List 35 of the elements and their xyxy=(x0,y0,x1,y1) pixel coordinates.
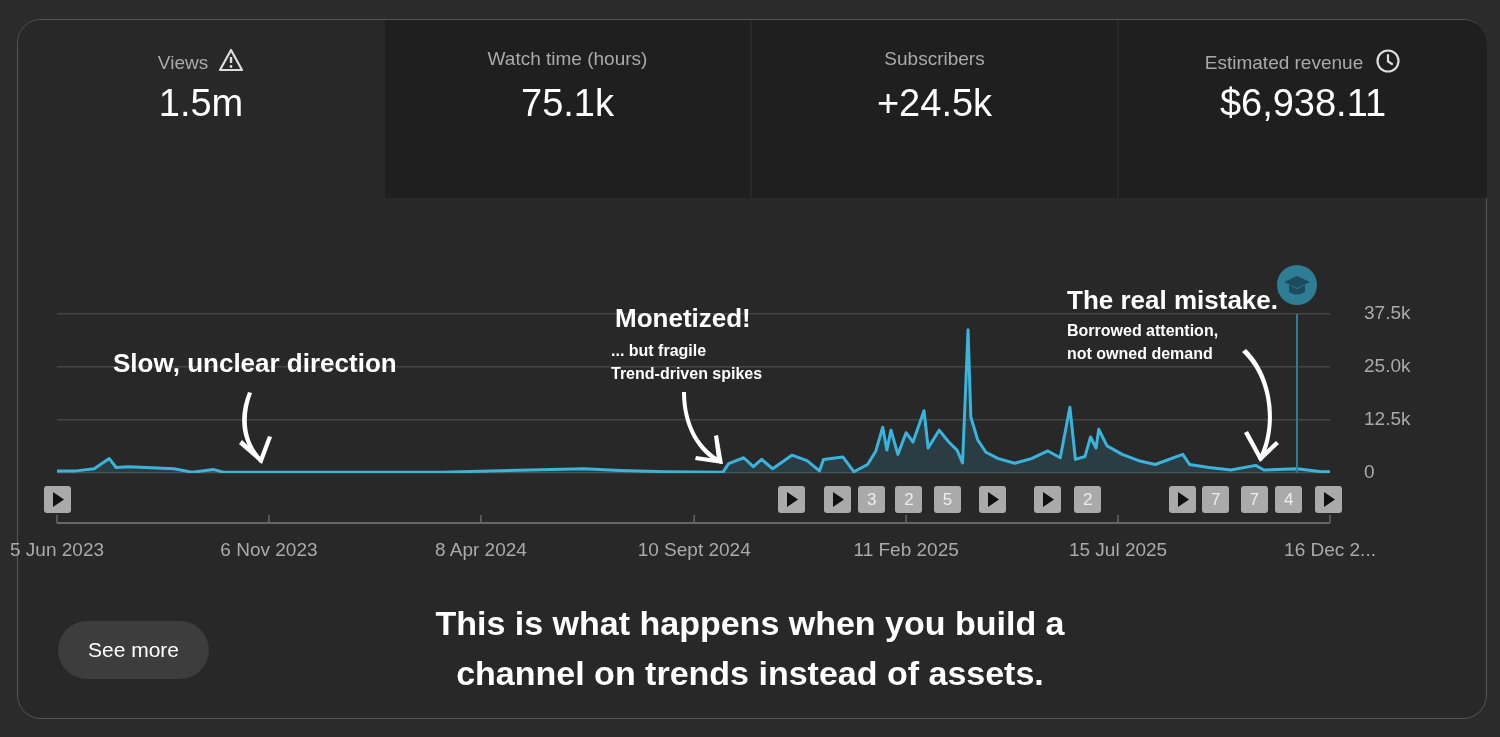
annotation: Slow, unclear direction xyxy=(113,348,397,379)
text: Views xyxy=(157,52,209,73)
text: +24.5k xyxy=(875,82,994,125)
x-tick-label: 16 Dec 2... xyxy=(1284,538,1376,560)
y-tick-label: 25.0k xyxy=(1364,355,1411,377)
x-tick-label: 10 Sept 2024 xyxy=(637,538,752,560)
text: 2 xyxy=(1074,486,1102,513)
text: Subscribers xyxy=(884,48,985,69)
text: 1.5m xyxy=(157,82,245,125)
text: 4 xyxy=(1275,486,1303,513)
x-tick-label: 11 Feb 2025 xyxy=(853,538,959,560)
y-tick-label: 0 xyxy=(1364,461,1375,483)
text: 2 xyxy=(895,486,923,513)
annotation: The real mistake. xyxy=(1067,285,1278,316)
text: $6,938.11 xyxy=(1218,82,1388,125)
text: 7 xyxy=(1202,486,1230,513)
annotation: Monetized! xyxy=(615,303,751,334)
annotation: not owned demand xyxy=(1067,345,1213,363)
y-tick-label: 37.5k xyxy=(1364,302,1411,324)
x-tick-label: 15 Jul 2025 xyxy=(1068,538,1168,560)
text: 5 xyxy=(933,486,961,513)
x-tick-label: 6 Nov 2023 xyxy=(220,538,318,560)
text: 75.1k xyxy=(520,82,615,125)
text: Watch time (hours) xyxy=(487,48,648,69)
annotation: ... but fragile xyxy=(611,342,707,360)
text: Estimated revenue xyxy=(1204,52,1364,73)
annotation: Borrowed attention, xyxy=(1067,322,1219,340)
text: This is what happens when you build a channel on trends instead of assets. xyxy=(434,603,1066,694)
text: 3 xyxy=(858,486,886,513)
y-tick-label: 12.5k xyxy=(1364,408,1411,430)
x-tick-label: 5 Jun 2023 xyxy=(9,538,105,560)
annotation: Trend-driven spikes xyxy=(611,365,763,383)
x-tick-label: 8 Apr 2024 xyxy=(434,538,528,560)
text: See more xyxy=(58,621,209,679)
text: 7 xyxy=(1240,486,1268,513)
